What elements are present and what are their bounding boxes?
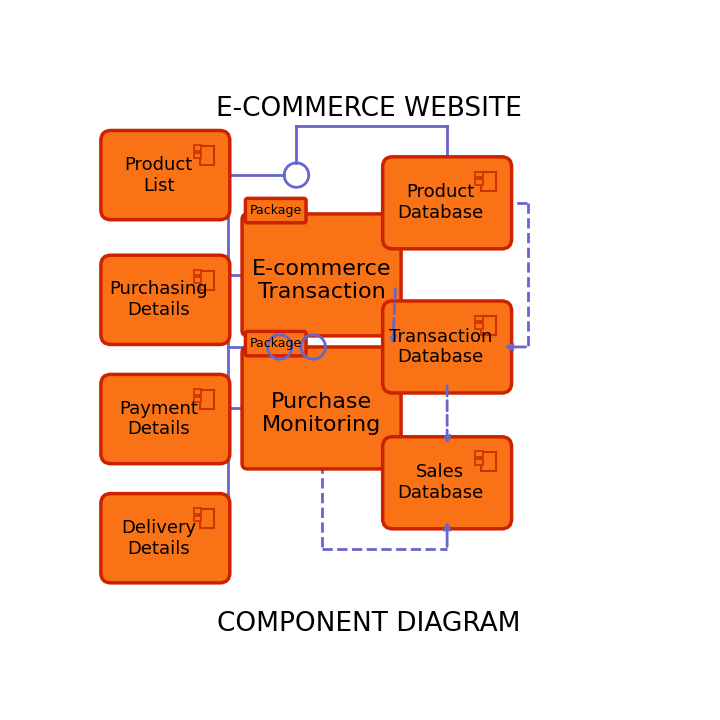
FancyBboxPatch shape (475, 323, 483, 329)
FancyBboxPatch shape (194, 397, 202, 402)
FancyBboxPatch shape (242, 347, 401, 469)
FancyBboxPatch shape (475, 451, 483, 457)
FancyBboxPatch shape (194, 277, 202, 283)
FancyBboxPatch shape (382, 157, 512, 249)
FancyBboxPatch shape (475, 171, 483, 177)
FancyBboxPatch shape (482, 452, 496, 471)
Text: E-COMMERCE WEBSITE: E-COMMERCE WEBSITE (216, 96, 522, 122)
Text: Package: Package (250, 337, 302, 350)
Text: Transaction
Database: Transaction Database (389, 328, 492, 366)
FancyBboxPatch shape (199, 271, 214, 289)
FancyBboxPatch shape (199, 390, 214, 409)
FancyBboxPatch shape (101, 494, 230, 583)
FancyBboxPatch shape (101, 374, 230, 464)
FancyBboxPatch shape (101, 130, 230, 220)
FancyBboxPatch shape (482, 172, 496, 192)
Text: E-commerce
Transaction: E-commerce Transaction (252, 258, 392, 302)
Text: Purchasing
Details: Purchasing Details (109, 281, 208, 319)
FancyBboxPatch shape (382, 437, 512, 528)
FancyBboxPatch shape (242, 214, 401, 336)
FancyBboxPatch shape (199, 509, 214, 528)
FancyBboxPatch shape (199, 146, 214, 165)
FancyBboxPatch shape (194, 389, 202, 395)
FancyBboxPatch shape (194, 270, 202, 276)
Text: COMPONENT DIAGRAM: COMPONENT DIAGRAM (217, 611, 521, 637)
Text: Delivery
Details: Delivery Details (121, 519, 196, 557)
FancyBboxPatch shape (475, 459, 483, 464)
FancyBboxPatch shape (246, 331, 306, 356)
Text: Product
List: Product List (125, 156, 193, 194)
FancyBboxPatch shape (101, 255, 230, 344)
Text: Product
Database: Product Database (397, 184, 484, 222)
FancyBboxPatch shape (194, 153, 202, 158)
FancyBboxPatch shape (475, 315, 483, 321)
FancyBboxPatch shape (194, 516, 202, 521)
FancyBboxPatch shape (482, 317, 496, 336)
FancyBboxPatch shape (475, 179, 483, 184)
FancyBboxPatch shape (246, 199, 306, 222)
Text: Sales
Database: Sales Database (397, 464, 484, 502)
FancyBboxPatch shape (194, 508, 202, 514)
Text: Payment
Details: Payment Details (120, 400, 198, 438)
Text: Package: Package (250, 204, 302, 217)
Text: Purchase
Monitoring: Purchase Monitoring (262, 392, 381, 435)
FancyBboxPatch shape (194, 145, 202, 150)
FancyBboxPatch shape (382, 301, 512, 393)
